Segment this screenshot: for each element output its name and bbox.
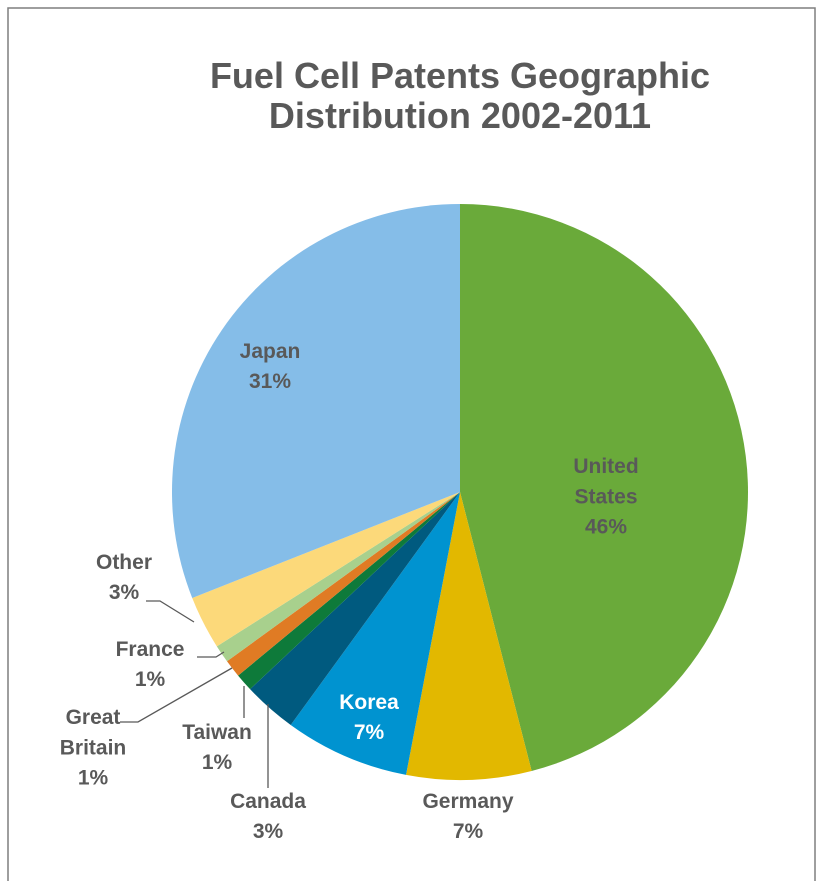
slice-label: Japan — [240, 340, 301, 363]
slice-label: Great Britain — [60, 706, 127, 760]
slices — [171, 203, 749, 780]
slice — [227, 492, 460, 676]
slice-label: Korea — [339, 691, 399, 714]
leader-line — [120, 667, 233, 723]
slice — [460, 204, 749, 771]
leader-line — [197, 651, 225, 658]
slice — [238, 492, 460, 690]
slice — [290, 492, 460, 775]
slice — [250, 492, 460, 725]
slice-label: United States — [573, 455, 638, 509]
leader-line — [146, 600, 195, 623]
slice-label: Taiwan — [182, 721, 252, 744]
slice-label: Canada — [230, 790, 306, 813]
value-label: 1% — [135, 668, 166, 691]
value-label: 7% — [354, 721, 385, 744]
slice — [171, 203, 460, 599]
value-label: 1% — [78, 767, 109, 790]
slice-label: France — [116, 638, 185, 661]
slice-label: Other — [96, 551, 152, 574]
slice — [192, 492, 460, 647]
chart-title: Fuel Cell Patents Geographic Distribution… — [210, 55, 710, 136]
slice — [216, 492, 460, 662]
value-label: 3% — [253, 820, 284, 843]
slice — [406, 492, 532, 780]
value-label: 7% — [453, 820, 484, 843]
value-label: 1% — [202, 751, 233, 774]
slice-label: Germany — [422, 790, 513, 813]
leader-lines — [120, 600, 269, 788]
value-label: 46% — [585, 516, 627, 539]
value-label: 31% — [249, 370, 291, 393]
value-label: 3% — [109, 581, 140, 604]
